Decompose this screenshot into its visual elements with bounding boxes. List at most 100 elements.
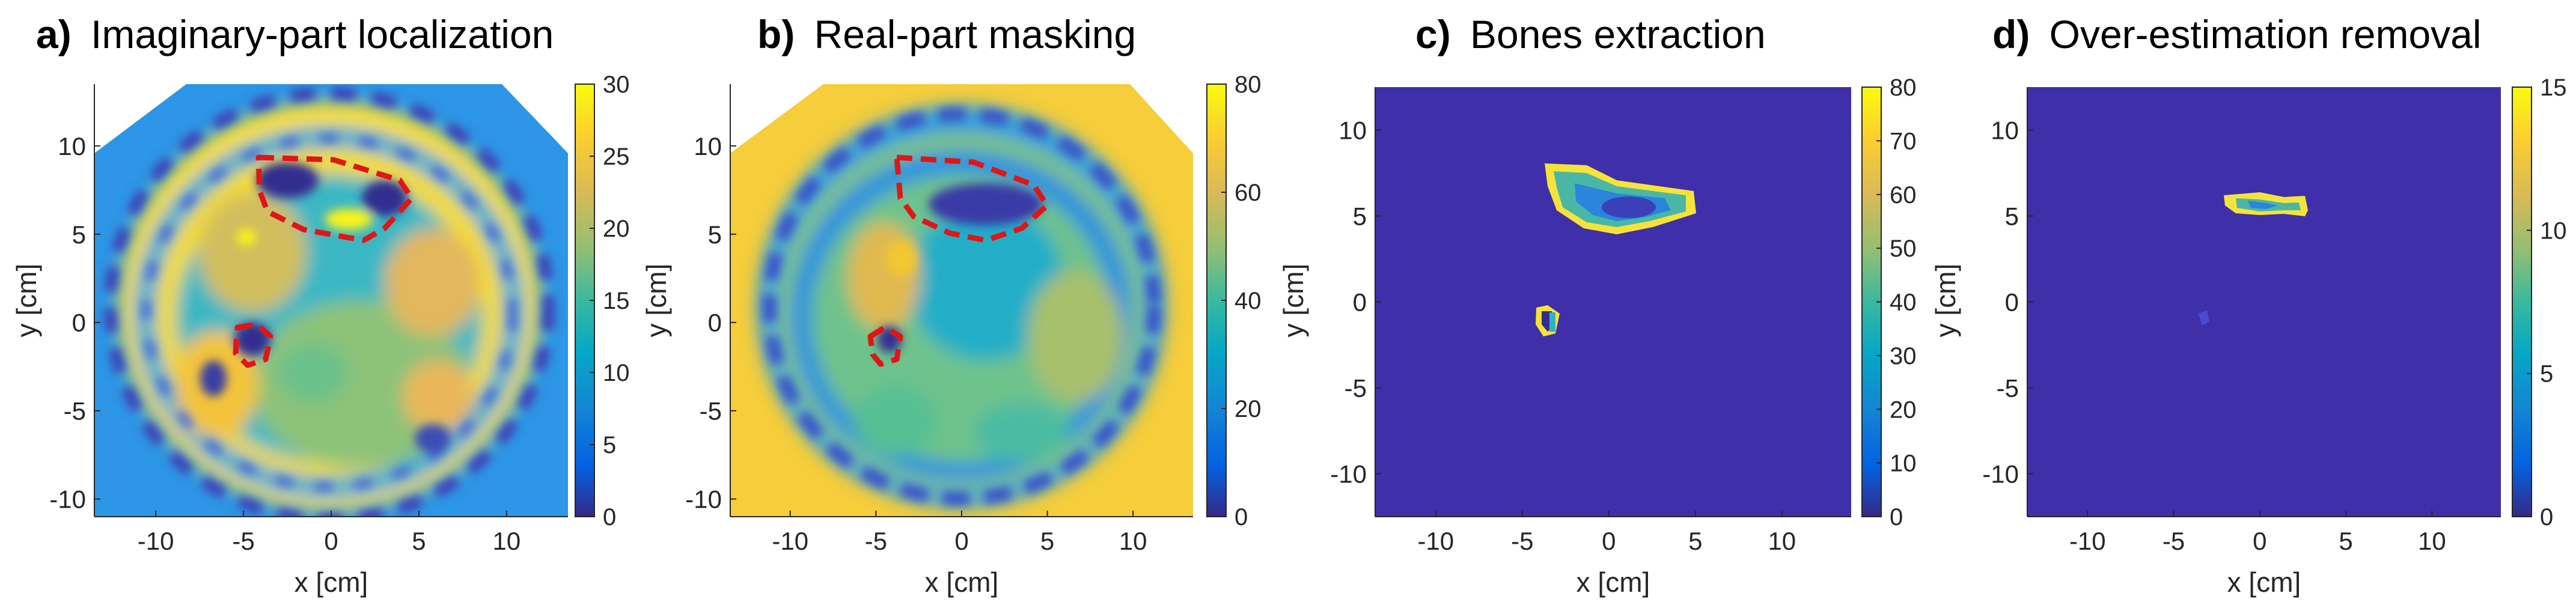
panel-a-colorbar-tick-label: 20 [603, 216, 630, 242]
panel-d-title-text: Over-estimation removal [2050, 12, 2482, 56]
panel-c-xtick-label: 0 [1602, 527, 1616, 555]
panel-d: d) Over-estimation removal -10 -5 0 5 10 x [… [1930, 12, 2567, 598]
panel-a-yaxis: -10 -5 0 5 10 y [cm] [11, 84, 100, 517]
panel-b-colorbar-tick-label: 80 [1235, 71, 1262, 98]
panel-b: b) Real-part masking [641, 12, 1262, 598]
panel-a-ytick-label: 5 [72, 220, 86, 249]
panel-b-xaxis: -10 -5 0 5 10 x [cm] [730, 511, 1193, 598]
panel-c-title-text: Bones extraction [1470, 12, 1766, 56]
panel-d-xaxis: -10 -5 0 5 10 x [cm] [2027, 511, 2501, 598]
panel-c-ytick-label: -5 [1344, 374, 1367, 403]
panel-c-colorbar-tick-label: 40 [1890, 290, 1917, 316]
panel-c-ylabel: y [cm] [1278, 264, 1309, 338]
panel-c: c) Bones extraction -10 -5 0 5 10 x [cm] -10… [1278, 12, 1917, 598]
panel-b-ytick-label: -5 [700, 397, 722, 425]
panel-d-xtick-label: 5 [2339, 527, 2352, 555]
panel-c-xtick-label: -5 [1511, 527, 1533, 555]
panel-d-yaxis: -10 -5 0 5 10 y [cm] [1930, 87, 2033, 517]
panel-b-xlabel: x [cm] [925, 567, 999, 598]
panel-c-letter: c) [1415, 12, 1451, 56]
panel-c-ytick-label: 10 [1338, 117, 1367, 145]
panel-c-heatmap [1375, 87, 1851, 517]
panel-a-xlabel: x [cm] [295, 567, 368, 598]
panel-c-colorbar-tick-label: 10 [1890, 451, 1917, 477]
panel-c-title: c) Bones extraction [1415, 12, 1766, 56]
panel-b-title-text: Real-part masking [814, 12, 1137, 56]
panel-a-heatmap [94, 84, 568, 517]
panel-b-colorbar: 0 20 40 60 80 [1206, 71, 1262, 530]
panel-c-ytick-label: 0 [1353, 288, 1367, 317]
panel-d-ytick-label: 10 [1991, 117, 2019, 145]
panel-d-colorbar-tick-label: 0 [2540, 504, 2553, 530]
panel-b-xtick-label: 0 [954, 527, 968, 555]
panel-a: a) Imaginary-part localization [11, 12, 630, 598]
panel-b-xtick-label: -5 [865, 527, 887, 555]
panel-c-colorbar-tick-label: 0 [1890, 504, 1903, 530]
panel-b-colorbar-tick-label: 40 [1235, 288, 1262, 314]
panel-a-colorbar-tick-label: 15 [603, 288, 630, 314]
panel-d-ytick-label: 5 [2005, 202, 2019, 231]
panel-a-colorbar-tick-label: 5 [603, 432, 616, 458]
panel-d-xtick-label: 0 [2253, 527, 2266, 555]
panel-b-ytick-label: 10 [694, 132, 722, 160]
panel-b-yaxis: -10 -5 0 5 10 y [cm] [641, 84, 736, 517]
panel-d-xtick-label: -5 [2162, 527, 2185, 555]
panel-a-xtick-label: 5 [412, 527, 426, 555]
panel-c-ytick-label: -10 [1330, 460, 1367, 488]
panel-a-xtick-label: -5 [232, 527, 254, 555]
panel-b-colorbar-tick-label: 0 [1235, 504, 1248, 530]
panel-c-colorbar-tick-label: 80 [1890, 74, 1917, 101]
panel-a-title-text: Imaginary-part localization [91, 12, 554, 56]
panel-d-colorbar-tick-label: 5 [2540, 361, 2553, 388]
panel-b-ylabel: y [cm] [641, 264, 672, 338]
panel-a-ytick-label: 0 [72, 309, 86, 337]
panel-b-xtick-label: 5 [1040, 527, 1054, 555]
panel-c-colorbar-tick-label: 60 [1890, 182, 1917, 208]
panel-d-title: d) Over-estimation removal [1992, 12, 2482, 56]
panel-c-colorbar-tick-label: 30 [1890, 343, 1917, 369]
panel-c-yaxis: -10 -5 0 5 10 y [cm] [1278, 87, 1381, 517]
panel-c-ytick-label: 5 [1353, 202, 1367, 231]
panel-a-title: a) Imaginary-part localization [36, 12, 554, 56]
panel-b-colorbar-tick-label: 60 [1235, 180, 1262, 206]
panel-d-colorbar: 0 5 10 15 [2512, 74, 2567, 530]
panel-a-ytick-label: -5 [64, 397, 86, 425]
panel-a-ytick-label: 10 [58, 132, 86, 160]
panel-c-colorbar: 0 10 20 30 40 50 60 70 80 [1861, 74, 1917, 530]
panel-d-ytick-label: -10 [1982, 460, 2019, 488]
panel-c-xtick-label: -10 [1417, 527, 1454, 555]
panel-a-colorbar: 0 5 10 15 20 25 30 [575, 71, 630, 530]
panel-a-colorbar-tick-label: 25 [603, 144, 630, 170]
panel-a-ytick-label: -10 [49, 485, 86, 514]
panel-d-colorbar-tick-label: 10 [2540, 217, 2567, 244]
panel-a-outlines [233, 154, 415, 368]
panel-d-xtick-label: 10 [2418, 527, 2446, 555]
panel-c-xtick-label: 10 [1768, 527, 1796, 555]
panel-b-xtick-label: -10 [772, 527, 808, 555]
panel-a-ylabel: y [cm] [11, 264, 42, 338]
panel-d-ytick-label: -5 [1997, 374, 2019, 403]
panel-c-xlabel: x [cm] [1576, 567, 1650, 598]
panel-d-xlabel: x [cm] [2227, 567, 2301, 598]
panel-d-ylabel: y [cm] [1930, 264, 1961, 338]
panel-b-heatmap [730, 84, 1193, 517]
panel-d-colorbar-tick-label: 15 [2540, 74, 2567, 101]
panel-b-xtick-label: 10 [1119, 527, 1147, 555]
panel-b-ytick-label: 5 [708, 220, 722, 249]
panel-a-colorbar-tick-label: 30 [603, 71, 630, 98]
panel-d-xtick-label: -10 [2069, 527, 2106, 555]
panel-d-ytick-label: 0 [2005, 288, 2019, 317]
panel-a-colorbar-tick-label: 0 [603, 504, 616, 530]
panel-b-ytick-label: 0 [708, 309, 722, 337]
panel-d-heatmap [2027, 87, 2501, 517]
panel-c-xtick-label: 5 [1688, 527, 1702, 555]
panel-c-colorbar-tick-label: 50 [1890, 236, 1917, 262]
panel-a-xaxis: -10 -5 0 5 10 x [cm] [94, 511, 568, 598]
panel-a-xtick-label: 10 [492, 527, 520, 555]
panel-a-colorbar-tick-label: 10 [603, 360, 630, 386]
panel-b-letter: b) [757, 12, 795, 56]
panel-c-xaxis: -10 -5 0 5 10 x [cm] [1375, 511, 1851, 598]
panel-d-letter: d) [1992, 12, 2030, 56]
panel-a-xtick-label: 0 [324, 527, 338, 555]
